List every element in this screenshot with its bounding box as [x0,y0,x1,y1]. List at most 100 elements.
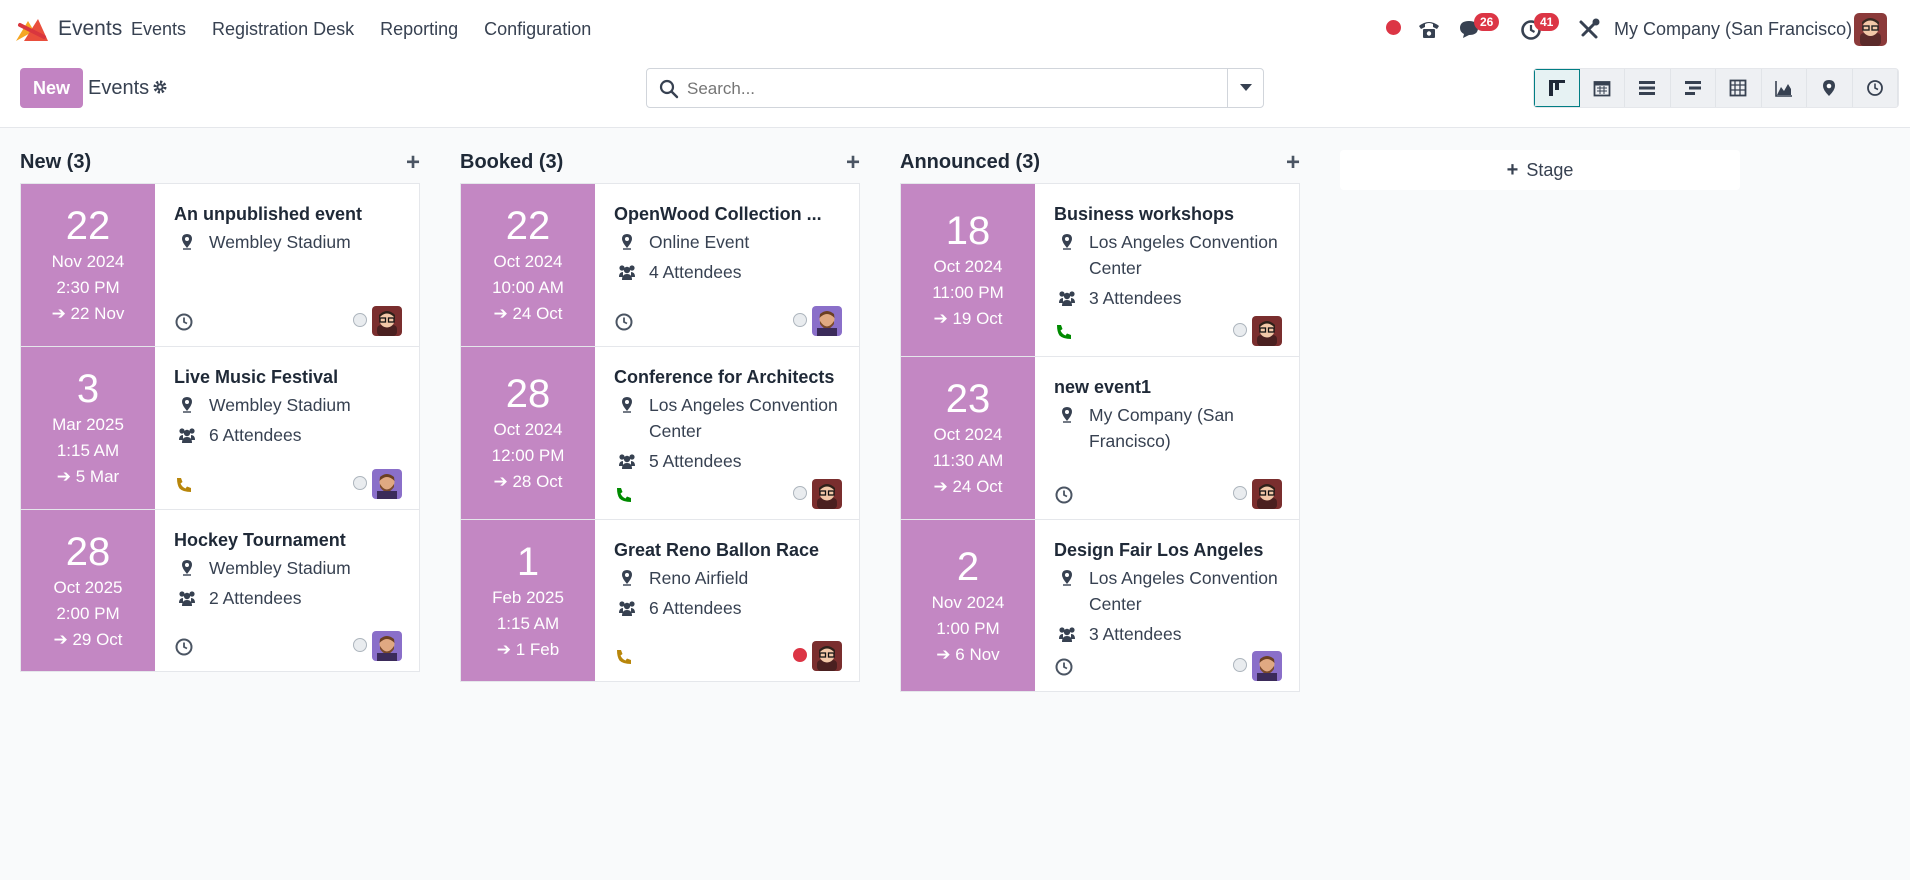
event-month-year: Oct 2024 [493,420,563,439]
event-info: Live Music Festival Wembley Stadium 6 Atte… [155,347,419,509]
event-title[interactable]: new event1 [1054,377,1152,397]
gear-icon[interactable] [152,79,168,95]
map-pin-icon [1062,407,1072,423]
search-input[interactable] [687,79,1207,99]
kanban-state-indicator[interactable] [1233,658,1247,672]
kanban-state-indicator[interactable] [353,476,367,490]
odoo-events-logo-icon[interactable] [14,15,50,43]
event-card[interactable]: 23 Oct 2024 11:30 AM ➔ 24 Oct new event1 My C… [900,356,1300,519]
clock-icon[interactable] [614,312,634,332]
event-location-text: My Company (San Francisco) [1089,405,1234,451]
search-dropdown-toggle[interactable] [1227,69,1263,107]
kanban-column: Booked (3) +22 Oct 2024 10:00 AM ➔ 24 Oct Ope… [460,141,860,682]
event-time: 12:00 PM [491,446,565,465]
kanban-state-indicator[interactable] [1233,323,1247,337]
event-card[interactable]: 28 Oct 2024 12:00 PM ➔ 28 Oct Conference for… [460,346,860,519]
responsible-avatar[interactable] [372,306,402,336]
event-card[interactable]: 18 Oct 2024 11:00 PM ➔ 19 Oct Business works… [900,183,1300,356]
event-end-label: 24 Oct [952,477,1003,496]
event-card[interactable]: 28 Oct 2025 2:00 PM ➔ 29 Oct Hockey Tourname… [20,509,420,672]
clock-icon[interactable] [174,637,194,657]
event-title[interactable]: Business workshops [1054,204,1235,224]
responsible-avatar[interactable] [812,306,842,336]
event-end-label: 22 Nov [70,304,125,323]
event-location-text: Reno Airfield [649,568,749,588]
event-card[interactable]: 2 Nov 2024 1:00 PM ➔ 6 Nov Design Fair Los A… [900,519,1300,692]
quick-create-plus-icon[interactable]: + [405,149,420,176]
event-card[interactable]: 3 Mar 2025 1:15 AM ➔ 5 Mar Live Music Festiv… [20,346,420,509]
kanban-state-indicator[interactable] [793,648,807,662]
column-title[interactable]: Booked (3) [460,151,564,173]
map-pin-icon [182,560,192,576]
arrow-right-icon: ➔ [933,477,953,496]
phone-icon[interactable] [1054,322,1074,342]
app-name[interactable]: Events [58,17,123,40]
event-title[interactable]: An unpublished event [174,204,363,224]
event-time: 2:00 PM [56,603,120,623]
event-attendees-text: 5 Attendees [649,451,742,471]
main-menu: Events Registration Desk Reporting Confi… [131,19,617,40]
clock-icon[interactable] [174,312,194,332]
event-end-date: ➔ 29 Oct [21,627,155,653]
chat-icon[interactable] [1457,16,1483,42]
phone-icon[interactable] [1416,16,1442,42]
responsible-avatar[interactable] [812,641,842,671]
clock-icon[interactable] [1054,657,1074,677]
kanban-state-indicator[interactable] [1233,486,1247,500]
responsible-avatar[interactable] [1252,316,1282,346]
phone-icon[interactable] [614,485,634,505]
responsible-avatar[interactable] [1252,479,1282,509]
calendar-view-button[interactable] [1580,69,1625,107]
menu-reporting[interactable]: Reporting [380,19,459,39]
pivot-view-button[interactable] [1716,69,1762,107]
record-indicator[interactable] [1386,20,1401,35]
graph-view-button[interactable] [1762,69,1807,107]
event-location: Wembley Stadium [174,392,419,418]
kanban-state-indicator[interactable] [793,313,807,327]
phone-icon[interactable] [174,475,194,495]
event-title[interactable]: Design Fair Los Angeles [1054,540,1264,560]
kanban-state-indicator[interactable] [793,486,807,500]
quick-create-plus-icon[interactable]: + [845,149,860,176]
tools-icon[interactable] [1576,16,1602,42]
event-title[interactable]: Great Reno Ballon Race [614,540,820,560]
kanban-view-button[interactable] [1534,69,1580,107]
menu-configuration[interactable]: Configuration [484,19,592,39]
column-title[interactable]: New (3) [20,151,92,173]
event-attendees: 6 Attendees [614,595,859,621]
clock-icon[interactable] [1054,485,1074,505]
event-attendees-text: 6 Attendees [649,598,742,618]
add-stage-button[interactable]: + Stage [1340,150,1740,190]
responsible-avatar[interactable] [372,469,402,499]
event-date-panel: 28 Oct 2024 12:00 PM ➔ 28 Oct [461,347,595,519]
menu-registration-desk[interactable]: Registration Desk [212,19,355,39]
event-info: Great Reno Ballon Race Reno Airfield 6 Att… [595,520,859,681]
company-switcher[interactable]: My Company (San Francisco) [1614,19,1853,39]
event-time: 11:30 AM [932,451,1004,470]
phone-icon[interactable] [614,647,634,667]
responsible-avatar[interactable] [372,631,402,661]
list-view-button[interactable] [1625,69,1671,107]
event-attendees: 5 Attendees [614,448,859,474]
event-title[interactable]: Hockey Tournament [174,530,346,550]
user-avatar[interactable] [1854,13,1887,46]
activity-view-button[interactable] [1853,69,1898,107]
column-title[interactable]: Announced (3) [900,151,1040,173]
event-card[interactable]: 22 Nov 2024 2:30 PM ➔ 22 Nov An unpublished … [20,183,420,346]
new-button[interactable]: New [20,68,83,108]
responsible-avatar[interactable] [1252,651,1282,681]
map-view-button[interactable] [1807,69,1853,107]
responsible-avatar[interactable] [812,479,842,509]
kanban-state-indicator[interactable] [353,638,367,652]
event-title[interactable]: OpenWood Collection ... [614,204,822,224]
event-location: Wembley Stadium [174,555,419,581]
event-card[interactable]: 22 Oct 2024 10:00 AM ➔ 24 Oct OpenWood Colle… [460,183,860,346]
menu-events[interactable]: Events [131,19,187,39]
event-title[interactable]: Conference for Architects [614,367,835,387]
event-date-panel: 23 Oct 2024 11:30 AM ➔ 24 Oct [901,357,1035,519]
event-title[interactable]: Live Music Festival [174,367,339,387]
kanban-state-indicator[interactable] [353,313,367,327]
quick-create-plus-icon[interactable]: + [1285,149,1300,176]
gantt-view-button[interactable] [1671,69,1716,107]
event-card[interactable]: 1 Feb 2025 1:15 AM ➔ 1 Feb Great Reno Ballon… [460,519,860,682]
